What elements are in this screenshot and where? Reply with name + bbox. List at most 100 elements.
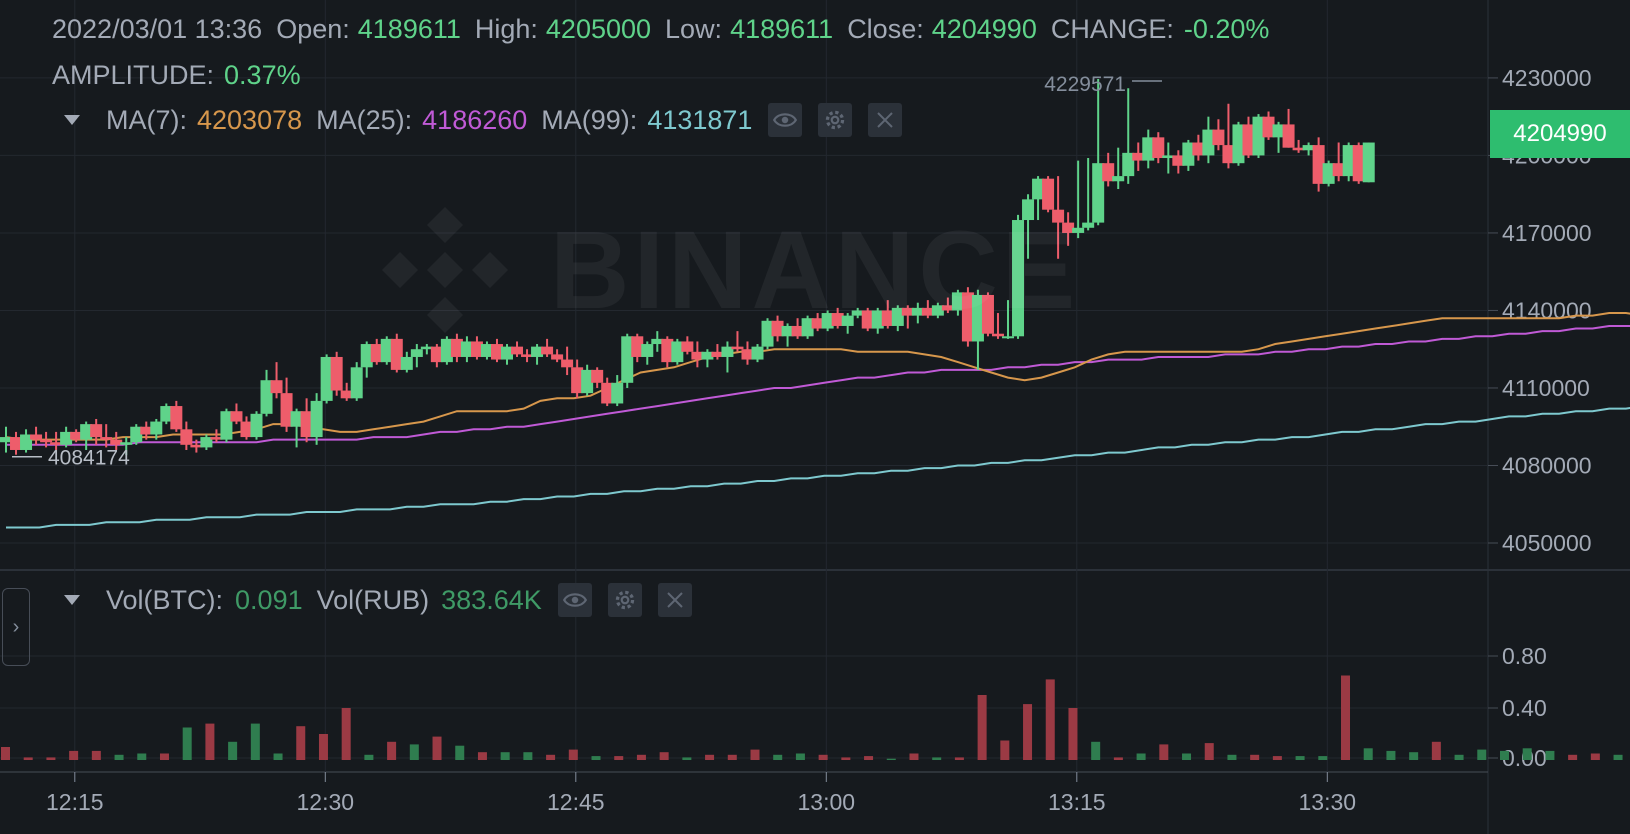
candle-body [641, 344, 654, 357]
candle-body [470, 341, 483, 357]
candle-body [490, 344, 503, 360]
volume-bar [1409, 752, 1419, 760]
sidebar-expand-handle[interactable]: › [2, 588, 30, 666]
candle-body [1142, 137, 1155, 161]
candle-body [1012, 220, 1025, 337]
candle-body [480, 344, 493, 357]
candle-body [440, 338, 453, 363]
candle-body [320, 356, 333, 401]
price-tick-label: 4230000 [1502, 65, 1592, 91]
candle-body [801, 318, 814, 337]
time-tick-label: 13:15 [1048, 789, 1106, 815]
candle-body [90, 424, 103, 438]
caret-down-icon[interactable] [64, 595, 80, 605]
ma-settings-button[interactable] [818, 103, 853, 137]
volume-bar [591, 756, 601, 760]
vol-eye-button[interactable] [557, 583, 592, 617]
candle-body [40, 439, 53, 443]
candle-body [390, 338, 403, 370]
candle-body [430, 346, 443, 363]
volume-bar [659, 752, 669, 760]
candle-body [280, 393, 293, 427]
caret-down-icon[interactable] [64, 115, 80, 125]
volume-tick-label: 0.40 [1502, 695, 1547, 721]
ma99-label: MA(99): [541, 104, 638, 135]
candle-body [130, 426, 143, 443]
candle-body [1002, 336, 1014, 339]
candle-body [1332, 163, 1345, 177]
vol-settings-button[interactable] [607, 583, 642, 617]
price-tick-label: 4140000 [1502, 297, 1592, 323]
vol-close-button[interactable] [657, 583, 692, 617]
candle-body [621, 336, 634, 383]
volume-bar [773, 754, 783, 760]
candle-body [400, 356, 413, 370]
time-tick-label: 12:45 [547, 789, 605, 815]
candle-body [180, 429, 193, 445]
candle-body [971, 294, 984, 342]
high-value: 4205000 [545, 14, 652, 44]
volume-bar [296, 726, 306, 760]
volume-bar [705, 754, 715, 760]
candle-body [10, 437, 23, 450]
candle-body [521, 354, 534, 357]
candle-body [1132, 152, 1145, 161]
volume-bar [1295, 756, 1305, 760]
candle-body [120, 442, 133, 445]
candle-body [941, 305, 954, 311]
candle-body [1222, 145, 1235, 164]
candle-body [561, 359, 574, 368]
candle-body [981, 294, 994, 334]
ma7-value: 4203078 [197, 104, 303, 135]
candle-body [591, 369, 604, 383]
volume-bar [91, 750, 101, 760]
vol-btc-value: 0.091 [235, 584, 303, 615]
time-tick-label: 13:00 [798, 789, 856, 815]
candle-body [1042, 178, 1055, 210]
candle-body [260, 380, 273, 414]
close-icon [877, 112, 894, 128]
candle-body [1342, 145, 1355, 177]
volume-bar [364, 754, 374, 760]
low-label: Low: [665, 14, 723, 44]
volume-bar [250, 723, 260, 760]
candle-body [150, 421, 163, 435]
candle-body [190, 444, 203, 448]
ma25-label: MA(25): [316, 104, 413, 135]
volume-bar [1068, 708, 1078, 760]
volume-bar [432, 736, 442, 760]
candle-body [420, 346, 433, 350]
volume-bar [818, 754, 828, 760]
candle-body [821, 313, 834, 329]
ma-eye-button[interactable] [768, 103, 803, 137]
volume-bar [1091, 741, 1101, 760]
volume-bar [1477, 749, 1487, 760]
candle-body [991, 333, 1004, 337]
candle-body [501, 346, 513, 360]
candle-body [851, 310, 864, 316]
candle-body [541, 346, 554, 355]
ma-close-button[interactable] [868, 103, 903, 137]
candle-body [811, 318, 824, 329]
candle-body [1312, 145, 1325, 184]
candle-body [140, 426, 153, 435]
volume-bar [1454, 754, 1464, 760]
volume-bar [614, 756, 624, 760]
ma25-line [6, 325, 1630, 446]
candle-body [220, 411, 233, 440]
candle-body [1092, 163, 1105, 223]
volume-bar [23, 757, 33, 760]
candle-body [160, 406, 173, 422]
candle-body [771, 320, 784, 337]
candle-body [551, 354, 564, 360]
candle-body [1192, 142, 1205, 156]
candle-body [791, 325, 804, 337]
candle-body [1182, 142, 1195, 166]
ma7-label: MA(7): [106, 104, 187, 135]
vol-btc-label: Vol(BTC): [106, 584, 224, 615]
candle-body [761, 320, 774, 347]
volume-bar [1545, 750, 1555, 760]
chevron-right-icon: › [12, 615, 20, 638]
candle-body [50, 442, 63, 445]
candle-body [1282, 124, 1295, 148]
